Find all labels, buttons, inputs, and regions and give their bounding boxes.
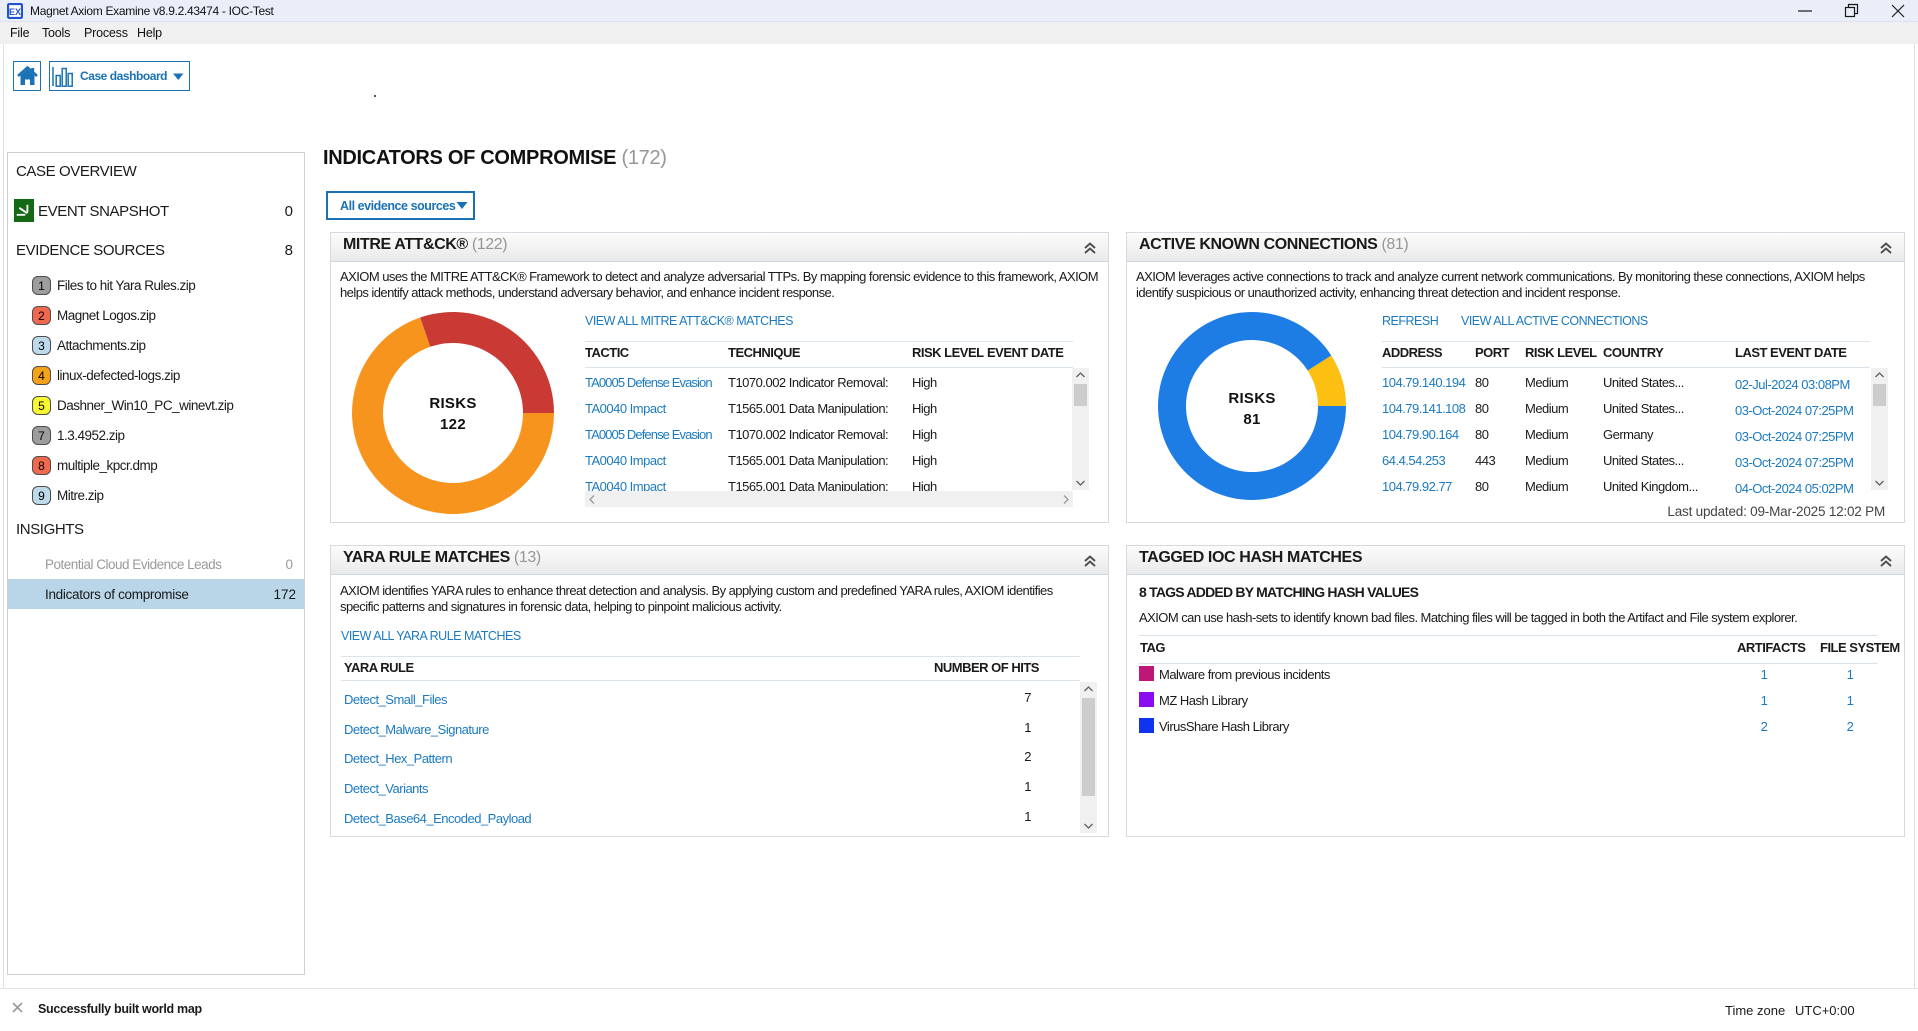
svg-text:RISKS: RISKS	[429, 395, 476, 412]
svg-text:81: 81	[1243, 411, 1260, 428]
svg-text:122: 122	[440, 416, 466, 433]
svg-text:EX: EX	[9, 7, 21, 17]
svg-text:RISKS: RISKS	[1228, 390, 1275, 407]
